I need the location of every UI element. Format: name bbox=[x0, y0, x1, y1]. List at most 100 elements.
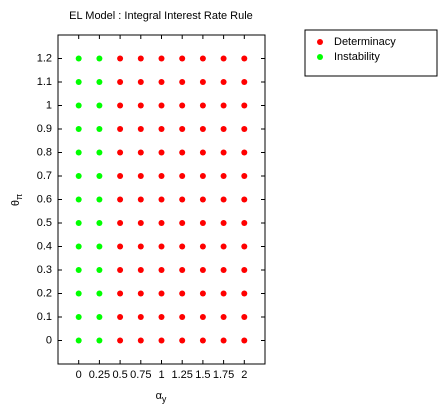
y-tick-label: 0 bbox=[46, 334, 52, 346]
y-tick-label: 0.6 bbox=[37, 193, 52, 205]
data-point bbox=[137, 314, 144, 320]
x-axis-label: αy bbox=[156, 390, 167, 404]
x-tick-label: 1.5 bbox=[195, 369, 210, 381]
data-point bbox=[241, 290, 248, 297]
data-point bbox=[117, 267, 124, 273]
data-point bbox=[158, 79, 165, 85]
data-point bbox=[117, 337, 124, 344]
y-tick-label: 0.2 bbox=[37, 287, 52, 299]
data-point bbox=[179, 149, 186, 156]
data-point bbox=[220, 126, 227, 132]
x-tick-label: 0.25 bbox=[89, 369, 110, 381]
y-label-subscript: π bbox=[14, 194, 24, 200]
data-point bbox=[117, 290, 124, 297]
data-point bbox=[241, 220, 248, 226]
data-point bbox=[241, 314, 248, 320]
data-point bbox=[179, 79, 186, 85]
data-point bbox=[158, 173, 165, 179]
data-point bbox=[199, 290, 206, 297]
y-tick-label: 0.5 bbox=[37, 217, 52, 229]
data-point bbox=[179, 220, 186, 226]
legend-marker bbox=[317, 39, 323, 45]
data-point bbox=[199, 314, 206, 320]
data-point bbox=[220, 267, 227, 273]
data-point bbox=[137, 79, 144, 85]
data-point bbox=[179, 173, 186, 179]
data-point bbox=[137, 173, 144, 179]
data-point bbox=[220, 314, 227, 320]
data-point bbox=[179, 55, 186, 62]
data-point bbox=[158, 149, 165, 156]
data-point bbox=[75, 267, 82, 273]
data-point bbox=[199, 243, 206, 250]
data-point bbox=[220, 55, 227, 62]
data-point bbox=[96, 126, 103, 132]
data-point bbox=[199, 55, 206, 62]
data-point bbox=[117, 220, 124, 226]
data-point bbox=[241, 196, 248, 203]
data-point bbox=[117, 243, 124, 250]
data-point bbox=[241, 126, 248, 132]
data-point bbox=[199, 102, 206, 109]
data-point bbox=[75, 79, 82, 85]
data-point bbox=[75, 149, 82, 156]
y-tick-label: 0.8 bbox=[37, 146, 52, 158]
data-point bbox=[158, 267, 165, 273]
data-point bbox=[199, 220, 206, 226]
data-point bbox=[179, 126, 186, 132]
data-point bbox=[179, 290, 186, 297]
data-point bbox=[220, 149, 227, 156]
data-point bbox=[158, 55, 165, 62]
data-point bbox=[137, 220, 144, 226]
data-point bbox=[75, 290, 82, 297]
data-point bbox=[220, 290, 227, 297]
data-point bbox=[158, 243, 165, 250]
data-point bbox=[96, 243, 103, 250]
data-point bbox=[199, 149, 206, 156]
data-point bbox=[241, 102, 248, 109]
data-point bbox=[241, 337, 248, 344]
x-tick-label: 1 bbox=[158, 369, 164, 381]
data-point bbox=[75, 314, 82, 320]
y-tick-label: 1.2 bbox=[37, 52, 52, 64]
data-point bbox=[137, 290, 144, 297]
x-tick-label: 0 bbox=[76, 369, 82, 381]
data-point bbox=[220, 220, 227, 226]
x-tick-label: 0.75 bbox=[130, 369, 151, 381]
data-point bbox=[96, 79, 103, 85]
x-tick-label: 1.25 bbox=[171, 369, 192, 381]
data-point bbox=[199, 196, 206, 203]
y-label-symbol: θ bbox=[10, 200, 22, 206]
data-point bbox=[179, 196, 186, 203]
data-point bbox=[158, 126, 165, 132]
data-point bbox=[241, 267, 248, 273]
chart-title: EL Model : Integral Interest Rate Rule bbox=[69, 10, 253, 22]
data-point bbox=[179, 337, 186, 344]
data-point bbox=[241, 55, 248, 62]
y-tick-label: 0.7 bbox=[37, 170, 52, 182]
data-point bbox=[241, 149, 248, 156]
y-axis-label: θπ bbox=[10, 194, 24, 206]
data-point bbox=[199, 173, 206, 179]
y-tick-label: 1 bbox=[46, 99, 52, 111]
data-point bbox=[75, 126, 82, 132]
x-label-subscript: y bbox=[162, 394, 167, 404]
data-point bbox=[179, 102, 186, 109]
data-point bbox=[158, 290, 165, 297]
data-point bbox=[179, 243, 186, 250]
y-tick-label: 0.3 bbox=[37, 264, 52, 276]
data-point bbox=[241, 243, 248, 250]
data-point bbox=[199, 79, 206, 85]
data-point bbox=[117, 55, 124, 62]
data-point bbox=[220, 102, 227, 109]
data-point bbox=[75, 220, 82, 226]
y-tick-label: 0.1 bbox=[37, 311, 52, 323]
data-point bbox=[158, 220, 165, 226]
data-point bbox=[75, 102, 82, 109]
data-point bbox=[137, 196, 144, 203]
x-tick-label: 1.75 bbox=[213, 369, 234, 381]
data-point bbox=[137, 243, 144, 250]
data-point bbox=[158, 102, 165, 109]
data-point bbox=[179, 314, 186, 320]
data-point bbox=[117, 314, 124, 320]
